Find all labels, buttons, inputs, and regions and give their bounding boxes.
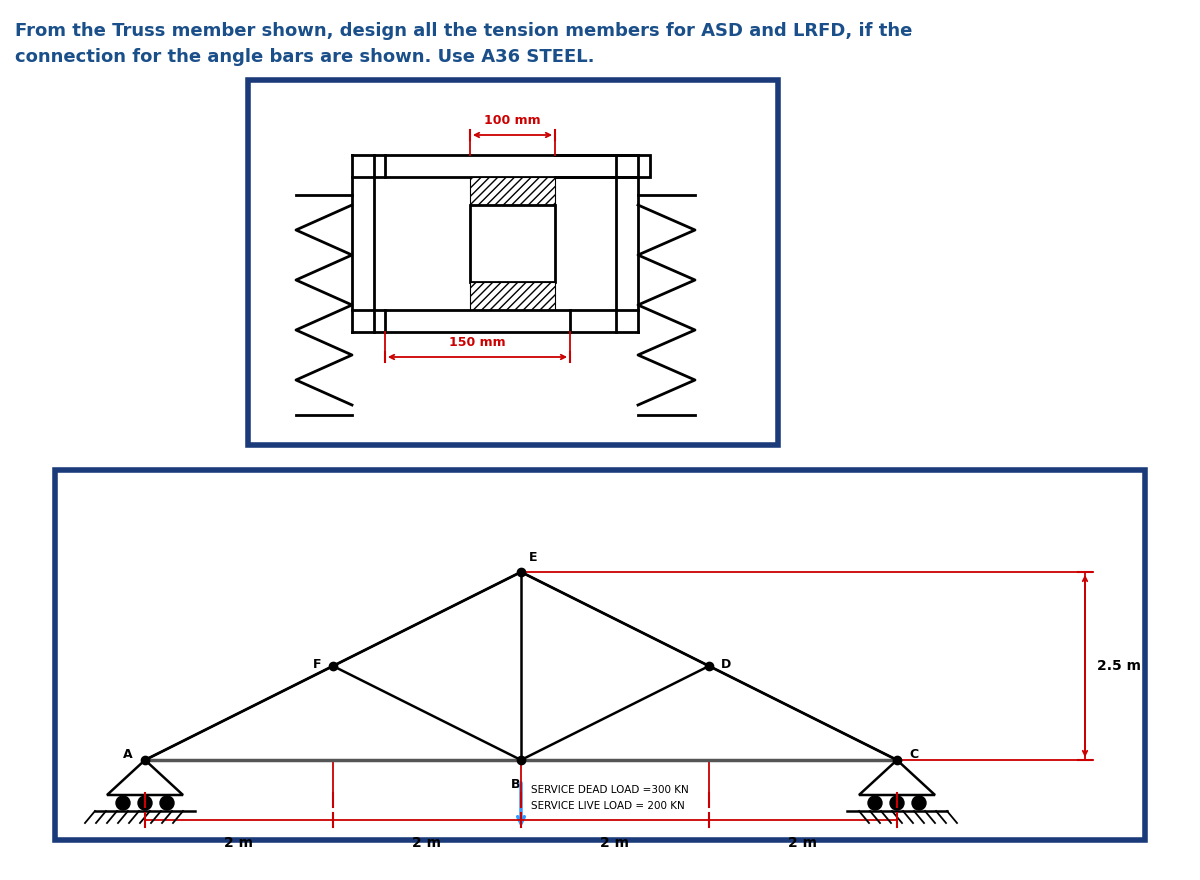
Text: SERVICE LIVE LOAD = 200 KN: SERVICE LIVE LOAD = 200 KN [530, 801, 685, 811]
Text: connection for the angle bars are shown. Use A36 STEEL.: connection for the angle bars are shown.… [14, 48, 594, 66]
Circle shape [868, 796, 882, 810]
Text: 2 m: 2 m [788, 836, 817, 850]
Bar [248, 80, 778, 445]
Circle shape [138, 796, 152, 810]
Text: A: A [124, 749, 133, 761]
Bar [385, 155, 650, 177]
Polygon shape [107, 760, 182, 795]
Text: D: D [721, 657, 731, 671]
Circle shape [160, 796, 174, 810]
Circle shape [912, 796, 926, 810]
Bar [470, 177, 554, 205]
Text: B: B [511, 778, 521, 791]
Bar [55, 470, 1145, 840]
Bar [470, 282, 554, 310]
Text: 100 mm: 100 mm [484, 114, 541, 127]
Text: 2.5 m: 2.5 m [1097, 659, 1141, 673]
Text: 2 m: 2 m [413, 836, 442, 850]
Text: From the Truss member shown, design all the tension members for ASD and LRFD, if: From the Truss member shown, design all … [14, 22, 912, 40]
Text: C: C [910, 749, 918, 761]
Text: 2 m: 2 m [224, 836, 253, 850]
Polygon shape [859, 760, 935, 795]
Text: 150 mm: 150 mm [449, 336, 506, 349]
Text: F: F [312, 657, 322, 671]
Circle shape [890, 796, 904, 810]
Text: 2 m: 2 m [600, 836, 630, 850]
Text: E: E [529, 551, 538, 564]
Text: SERVICE DEAD LOAD =300 KN: SERVICE DEAD LOAD =300 KN [530, 785, 689, 795]
Bar [470, 205, 554, 282]
Bar [385, 310, 570, 332]
Circle shape [116, 796, 130, 810]
